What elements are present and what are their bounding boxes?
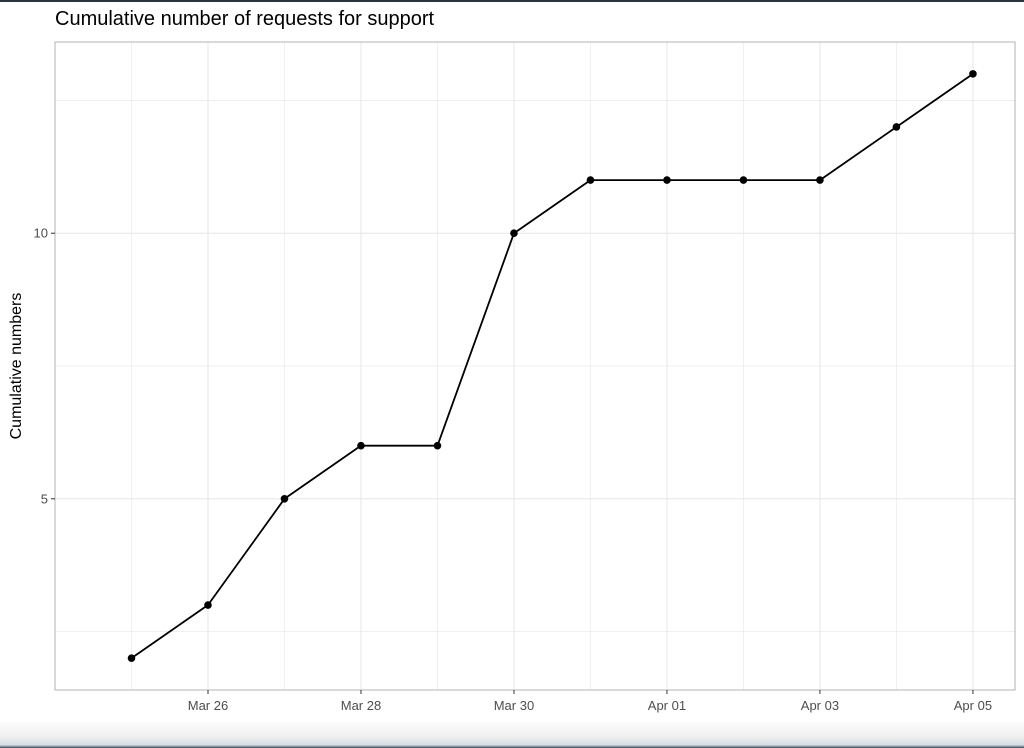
minor-gridlines [55,42,1015,690]
y-tick-label: 10 [34,226,48,241]
data-point [357,441,365,450]
data-point [127,654,136,662]
data-point [433,441,442,450]
panel-border [54,41,1016,691]
window-top-border [0,0,1024,2]
x-tick-label: Apr 05 [954,698,992,713]
data-point [280,494,289,503]
y-tick-label: 5 [41,491,48,506]
x-tick-label: Mar 26 [188,698,228,713]
x-tick-label: Mar 28 [341,698,381,713]
x-tick-label: Apr 01 [648,698,686,713]
series-line [130,73,974,659]
axis-ticks: Mar 26 Mar 28 Mar 30 Apr 01 Apr 03 Apr 05 5 10 [34,226,993,713]
data-series [127,70,977,662]
data-point [510,229,518,238]
major-gridlines [55,42,1015,690]
x-tick-label: Apr 03 [801,698,839,713]
data-point [739,176,748,184]
chart-title: Cumulative number of requests for suppor… [55,8,435,30]
data-point [969,70,977,78]
data-point [586,176,595,184]
data-point [892,123,901,131]
x-tick-label: Mar 30 [494,698,534,713]
data-point [663,176,671,184]
data-point [204,601,212,609]
window-bottom-bar [0,722,1024,748]
data-point [816,176,824,184]
